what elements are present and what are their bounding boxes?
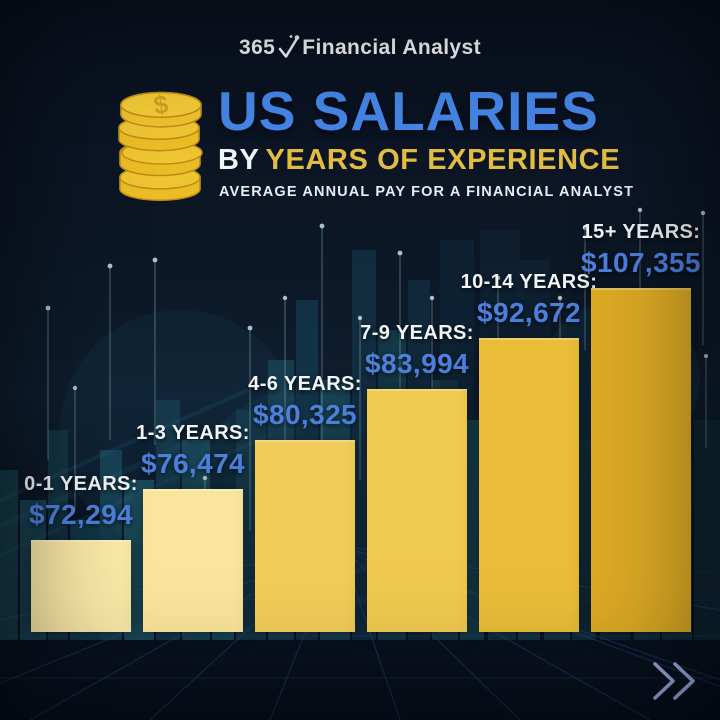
bar-value-label: $76,474 (141, 448, 246, 479)
bar (479, 338, 579, 632)
page-subtitle: BY YEARS OF EXPERIENCE (218, 146, 688, 175)
page-title: US SALARIES (218, 80, 599, 142)
brand-logo: 365 Financial Analyst (0, 34, 720, 62)
bar-group: 0-1 YEARS: $72,294 (24, 473, 137, 632)
bar (367, 389, 467, 632)
bar (255, 440, 355, 632)
bar-value-label: $80,325 (253, 399, 358, 430)
check-line-with-dot-icon (278, 35, 300, 58)
bar (143, 489, 243, 632)
bar-category-label: 1-3 YEARS: (136, 422, 250, 444)
bar-group: 10-14 YEARS: $92,672 (461, 271, 597, 632)
bar-group: 1-3 YEARS: $76,474 (136, 422, 249, 632)
bar-group: 4-6 YEARS: $80,325 (248, 373, 361, 632)
light-streaks (0, 387, 270, 568)
subtitle-prefix: BY (218, 144, 260, 176)
brand-logo-suffix: Financial Analyst (302, 36, 481, 59)
tagline: AVERAGE ANNUAL PAY FOR A FINANCIAL ANALY… (219, 184, 635, 200)
bar-category-label: 4-6 YEARS: (248, 373, 362, 395)
bar-category-label: 10-14 YEARS: (460, 271, 598, 293)
double-chevron-right-icon[interactable] (648, 658, 700, 704)
bar (591, 288, 691, 632)
bar-value-label: $72,294 (29, 499, 134, 530)
bar-category-label: 0-1 YEARS: (24, 473, 138, 495)
svg-text:$: $ (152, 91, 170, 121)
coin-stack-icon: $ (110, 82, 210, 211)
brand-logo-prefix: 365 (239, 36, 276, 59)
title-block: US SALARIES BY YEARS OF EXPERIENCE AVERAG… (218, 80, 688, 201)
bar-category-label: 7-9 YEARS: (360, 322, 474, 344)
bar-value-label: $83,994 (365, 348, 470, 379)
subtitle-highlight: YEARS OF EXPERIENCE (265, 144, 621, 176)
bar-category-label: 15+ YEARS: (581, 221, 701, 243)
bar-value-label: $107,355 (581, 247, 701, 278)
bar-group: 7-9 YEARS: $83,994 (360, 322, 473, 632)
bar (31, 540, 131, 632)
bar-group: 15+ YEARS: $107,355 (581, 221, 701, 632)
bar-value-label: $92,672 (477, 297, 582, 328)
